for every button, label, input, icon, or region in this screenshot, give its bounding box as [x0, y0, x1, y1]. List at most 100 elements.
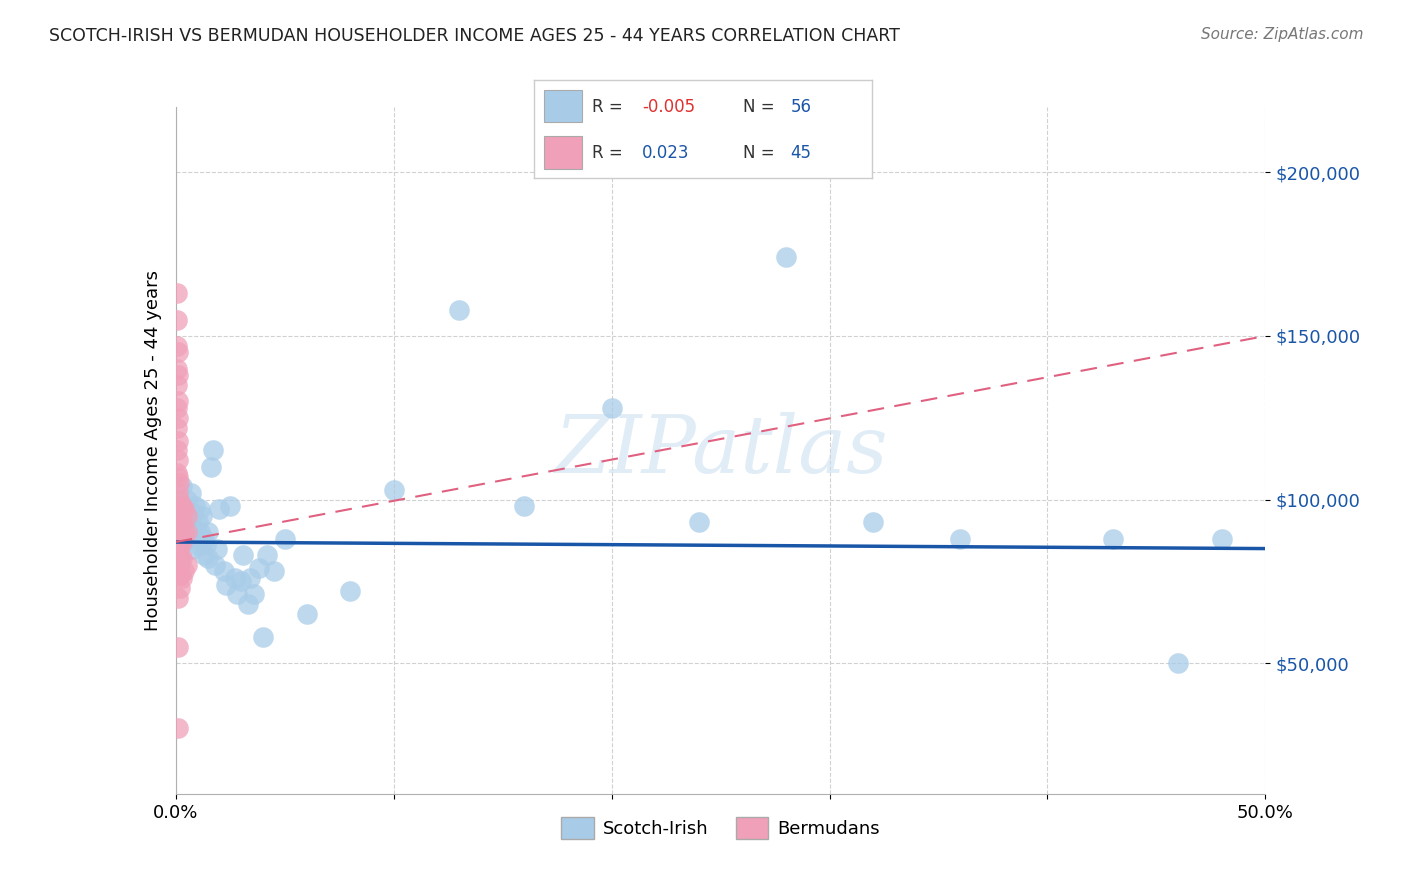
Point [169, 535, 191, 549]
Point [263, 565, 285, 579]
Point [177, 508, 200, 523]
Point [231, 574, 253, 589]
Point [172, 516, 194, 530]
Point [949, 532, 972, 546]
Point [243, 587, 266, 601]
Point [176, 508, 198, 523]
Point [169, 502, 191, 516]
Point [181, 506, 204, 520]
Point [166, 378, 188, 392]
Point [252, 630, 274, 644]
Legend: Scotch-Irish, Bermudans: Scotch-Irish, Bermudans [554, 810, 887, 847]
Point [339, 584, 361, 599]
Point [215, 577, 238, 591]
Point [205, 541, 228, 556]
Point [167, 469, 190, 483]
Point [167, 508, 190, 523]
Point [166, 420, 188, 434]
Point [382, 483, 405, 497]
FancyBboxPatch shape [544, 136, 582, 169]
Point [167, 434, 190, 448]
Point [1167, 656, 1189, 670]
Point [195, 538, 218, 552]
Point [172, 479, 194, 493]
Point [167, 591, 190, 605]
Point [775, 251, 797, 265]
Point [176, 558, 198, 572]
Point [295, 607, 318, 621]
Point [166, 312, 188, 326]
Text: R =: R = [592, 144, 633, 161]
Point [167, 541, 190, 556]
Point [166, 443, 188, 458]
Point [166, 339, 188, 353]
Point [166, 286, 188, 301]
Point [201, 443, 224, 458]
Point [188, 502, 211, 516]
Point [1102, 532, 1125, 546]
Point [188, 525, 211, 540]
Point [173, 506, 195, 520]
Point [447, 302, 470, 317]
Point [167, 558, 190, 572]
Point [208, 502, 231, 516]
Point [180, 486, 202, 500]
Point [172, 516, 194, 530]
Point [200, 459, 222, 474]
Text: N =: N = [744, 144, 780, 161]
Point [167, 453, 190, 467]
Point [167, 499, 190, 513]
Point [224, 571, 246, 585]
Point [167, 486, 190, 500]
Point [172, 499, 194, 513]
Point [274, 532, 297, 546]
Point [167, 410, 190, 425]
Point [204, 558, 226, 572]
Point [176, 525, 198, 540]
Point [167, 640, 190, 654]
Point [256, 548, 278, 562]
Point [166, 401, 188, 415]
Text: N =: N = [744, 98, 780, 116]
Point [239, 571, 262, 585]
Point [167, 345, 190, 359]
Text: 45: 45 [790, 144, 811, 161]
Point [184, 499, 207, 513]
Text: R =: R = [592, 98, 627, 116]
Point [169, 502, 191, 516]
Point [172, 551, 194, 566]
Point [688, 516, 710, 530]
Point [247, 561, 270, 575]
Point [166, 361, 188, 376]
Point [212, 565, 235, 579]
Point [167, 492, 190, 507]
Point [197, 525, 219, 540]
Point [184, 522, 207, 536]
Point [181, 541, 204, 556]
Y-axis label: Householder Income Ages 25 - 44 years: Householder Income Ages 25 - 44 years [143, 270, 162, 631]
Point [167, 516, 190, 530]
Point [232, 548, 254, 562]
Point [225, 587, 247, 601]
FancyBboxPatch shape [544, 90, 582, 122]
Point [513, 499, 536, 513]
Point [172, 535, 194, 549]
Point [173, 525, 195, 540]
Text: Source: ZipAtlas.com: Source: ZipAtlas.com [1201, 27, 1364, 42]
Point [193, 548, 215, 562]
Point [236, 597, 259, 611]
Point [167, 722, 190, 736]
Point [172, 571, 194, 585]
Point [169, 567, 191, 582]
Point [169, 518, 191, 533]
Text: ZIPatlas: ZIPatlas [554, 412, 887, 489]
Point [197, 551, 219, 566]
Point [173, 565, 195, 579]
Point [186, 538, 209, 552]
Text: 0.023: 0.023 [643, 144, 690, 161]
Point [167, 525, 190, 540]
Point [600, 401, 623, 415]
Text: -0.005: -0.005 [643, 98, 696, 116]
Point [1211, 532, 1233, 546]
Point [173, 502, 195, 516]
